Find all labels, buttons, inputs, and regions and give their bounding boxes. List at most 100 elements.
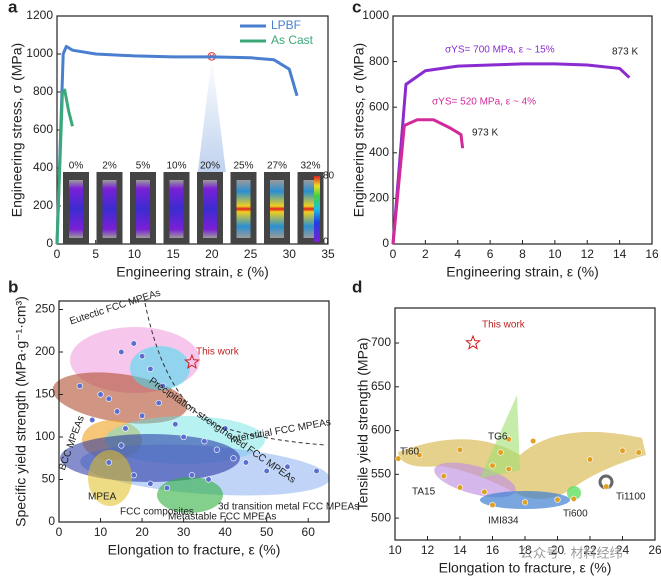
data-point [130, 340, 137, 347]
watermark: 公众号 · 材料经纬 [520, 545, 623, 560]
x-tick-label: 20 [551, 543, 565, 557]
region [480, 395, 520, 478]
annotation: 3d transition metal FCC MPEAs [218, 502, 359, 513]
inset-label: 20% [200, 161, 220, 172]
inset-label: 5% [136, 161, 151, 172]
data-point [456, 484, 464, 491]
data-point [114, 408, 121, 415]
data-point [505, 436, 512, 443]
x-tick-label: 26 [648, 543, 661, 557]
data-point [313, 467, 320, 475]
data-point [619, 447, 626, 454]
data-point [130, 472, 137, 479]
legend-label: LPBF [271, 18, 301, 32]
y-tick-label: 400 [33, 160, 53, 174]
inset-label: 25% [233, 161, 253, 172]
data-point [76, 382, 83, 390]
x-tick-label: 60 [302, 525, 316, 539]
data-point [489, 462, 496, 469]
x-tick-label: 10 [388, 543, 402, 557]
legend-label: As Cast [271, 33, 314, 47]
x-tick-label: 20 [135, 525, 149, 539]
panel-label: d [352, 277, 362, 296]
data-point [147, 365, 154, 373]
x-tick-label: 12 [421, 543, 435, 557]
annotation: Metastable FCC MPEAs [168, 512, 276, 523]
y-tick-label: 50 [42, 472, 56, 486]
inset-label: 27% [267, 161, 287, 172]
data-point [395, 455, 402, 462]
x-tick-label: 5 [92, 247, 99, 261]
data-point [586, 456, 594, 463]
data-point [284, 463, 291, 470]
x-tick-label: 40 [218, 525, 232, 539]
data-point [497, 449, 504, 456]
annotation: Ti600 [563, 509, 588, 520]
x-tick-label: 4 [454, 247, 461, 261]
x-axis-title: Engineering strain, ε (%) [116, 264, 269, 280]
data-point [230, 455, 237, 462]
data-point [159, 382, 166, 390]
data-point [222, 425, 229, 432]
strain-map [203, 180, 217, 238]
strain-map [270, 180, 284, 238]
annotation: This work [196, 347, 240, 358]
y-tick-label: 0 [382, 236, 389, 250]
series-line [55, 44, 299, 245]
x-tick-label: 15 [166, 247, 180, 261]
data-point [570, 495, 577, 502]
colorbar-label: 0 [323, 237, 329, 248]
annotation: TG6 [488, 432, 508, 443]
annotation: Eutectic FCC MPEAs [68, 288, 162, 328]
y-tick-label: 500 [371, 510, 391, 524]
data-point [118, 442, 125, 449]
data-point [554, 496, 561, 503]
annotation: σYS= 520 MPa, ε ~ 4% [432, 97, 536, 108]
x-axis-title: Elongation to fracture, ε (%) [108, 542, 281, 558]
data-point [147, 480, 154, 487]
annotation: FCC composites [120, 507, 194, 518]
y-tick-label: 700 [371, 335, 391, 349]
x-tick-label: 16 [486, 543, 500, 557]
highlight-star [465, 334, 481, 350]
x-tick-label: 16 [645, 247, 659, 261]
highlight-beam [197, 56, 226, 172]
series-line [391, 62, 631, 245]
x-tick-label: 10 [94, 525, 108, 539]
inset-label: 2% [102, 161, 117, 172]
y-axis-title: Tensile yield strength (MPa) [355, 338, 371, 511]
y-axis-title: Specific yield strength (MPa·g⁻¹·cm³) [13, 296, 29, 527]
data-point [155, 399, 162, 407]
data-point [489, 501, 496, 509]
x-tick-label: 0 [54, 247, 61, 261]
y-tick-label: 150 [35, 387, 55, 401]
strain-map [169, 180, 184, 238]
strain-map [236, 180, 251, 238]
y-tick-label: 800 [33, 84, 53, 98]
data-point [89, 416, 96, 424]
plot-frame [58, 300, 330, 523]
x-tick-label: 10 [548, 247, 562, 261]
x-tick-label: 8 [519, 247, 526, 261]
x-tick-label: 50 [260, 525, 274, 539]
region [567, 486, 581, 500]
x-tick-label: 20 [205, 247, 219, 261]
data-point [205, 476, 212, 483]
data-point [201, 438, 208, 445]
x-tick-label: 30 [177, 525, 191, 539]
y-tick-label: 800 [369, 54, 389, 68]
annotation: Ti1100 [616, 492, 646, 503]
data-point [118, 348, 125, 356]
data-point [603, 483, 610, 490]
y-tick-label: 1200 [26, 8, 53, 22]
strain-map [69, 180, 83, 238]
x-tick-label: 0 [390, 247, 397, 261]
annotation: σYS= 700 MPa, ε ~ 15% [445, 45, 555, 56]
annotation: 873 K [612, 47, 638, 58]
strain-map [136, 180, 150, 238]
data-point [105, 459, 112, 466]
panel-label: c [352, 0, 361, 16]
annotation: Interstitial FCC MPEAs [229, 417, 332, 446]
x-tick-label: 6 [487, 247, 494, 261]
